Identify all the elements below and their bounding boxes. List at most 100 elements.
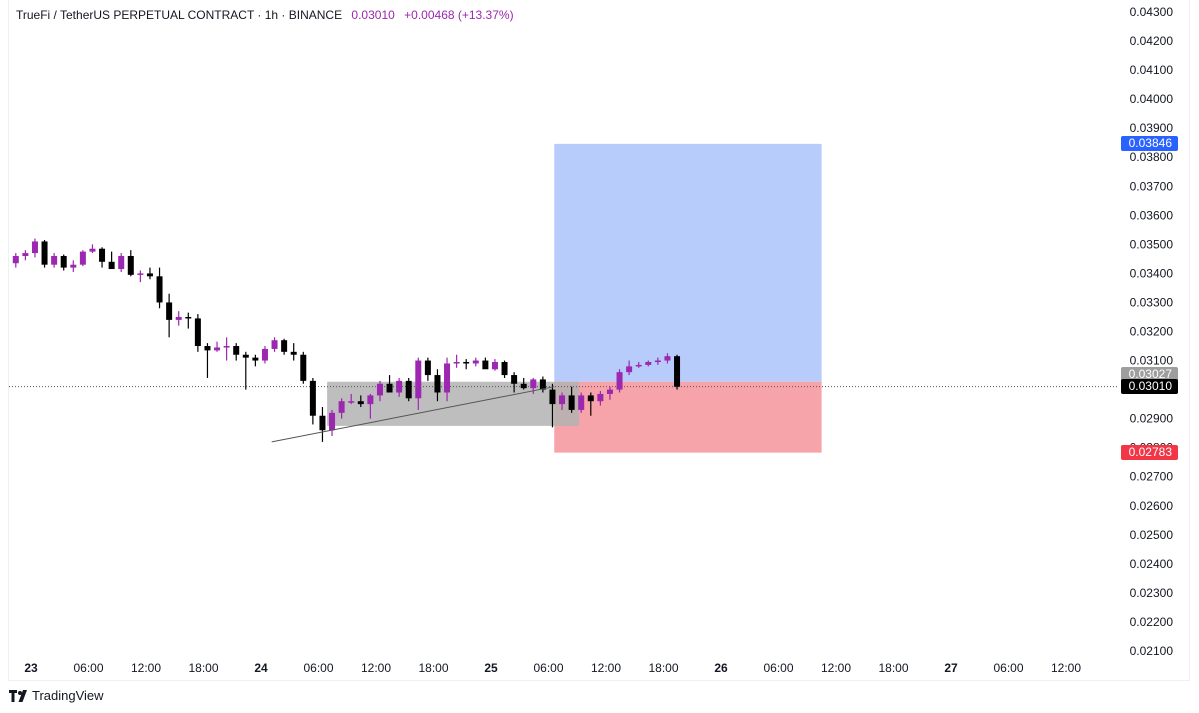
candle-body: [127, 255, 134, 275]
candle-body: [223, 346, 230, 348]
candle-body: [166, 302, 173, 320]
candle-body: [434, 375, 441, 393]
x-tick-label: 25: [484, 661, 498, 675]
candle-body: [242, 354, 249, 358]
candle-body: [530, 379, 537, 389]
x-tick-label: 27: [944, 661, 958, 675]
trendline: [271, 386, 555, 443]
y-tick-label: 0.04000: [1130, 92, 1174, 106]
candle-body: [214, 347, 221, 351]
candle-body: [367, 395, 374, 405]
candle-body: [511, 375, 518, 384]
y-tick-label: 0.02900: [1130, 412, 1174, 426]
x-tick-label: 06:00: [73, 661, 103, 675]
y-tick-label: 0.02200: [1130, 615, 1174, 629]
candle-body: [22, 253, 29, 256]
candle-body: [338, 401, 345, 413]
candle-body: [539, 379, 546, 390]
candle-body: [501, 361, 508, 376]
footer[interactable]: TradingView: [9, 688, 104, 703]
x-tick-label: 12:00: [361, 661, 391, 675]
candle-body: [329, 412, 336, 431]
candle-body: [204, 346, 211, 351]
tradingview-logo-icon: [9, 689, 27, 702]
y-tick-label: 0.03300: [1130, 295, 1174, 309]
candle-body: [175, 316, 182, 320]
x-tick-label: 24: [254, 661, 268, 675]
candle-body: [281, 340, 288, 352]
y-tick-label: 0.04200: [1130, 34, 1174, 48]
candle-body: [559, 395, 566, 405]
last-price: 0.03010: [351, 8, 395, 22]
x-tick-label: 18:00: [188, 661, 218, 675]
candle-body: [482, 360, 489, 370]
candle-body: [31, 241, 38, 254]
candle-body: [261, 348, 268, 361]
candle-body: [491, 361, 498, 370]
candle-body: [616, 372, 623, 390]
chart-frame: [8, 0, 1190, 681]
candle-body: [348, 401, 355, 403]
x-tick-label: 12:00: [1051, 661, 1081, 675]
y-tick-label: 0.04100: [1130, 63, 1174, 77]
x-tick-label: 18:00: [418, 661, 448, 675]
symbol-title: TrueFi / TetherUS PERPETUAL CONTRACT · 1…: [16, 8, 343, 22]
candle-body: [463, 361, 470, 364]
candle-body: [271, 340, 278, 349]
candle-body: [376, 383, 383, 396]
candle-body: [146, 273, 153, 277]
candle-body: [108, 261, 115, 270]
y-tick-label: 0.03800: [1130, 150, 1174, 164]
brand-name: TradingView: [32, 688, 104, 703]
y-tick-label: 0.04300: [1130, 5, 1174, 19]
candle-body: [70, 264, 77, 268]
candle-body: [99, 248, 106, 262]
candle-body: [396, 380, 403, 393]
stop-zone: [554, 381, 822, 453]
candle-body: [664, 356, 671, 361]
candle-body: [233, 346, 240, 355]
target-price-tag: 0.03846: [1121, 136, 1178, 152]
x-tick-label: 06:00: [993, 661, 1023, 675]
candle-body: [357, 401, 364, 405]
y-tick-label: 0.02700: [1130, 470, 1174, 484]
candle-body: [300, 354, 307, 381]
y-tick-label: 0.03200: [1130, 325, 1174, 339]
candle-body: [520, 383, 527, 389]
x-tick-label: 12:00: [821, 661, 851, 675]
stop-price-tag: 0.02783: [1121, 445, 1178, 461]
price-change: +0.00468 (+13.37%): [404, 8, 514, 22]
candle-body: [41, 241, 48, 265]
y-tick-label: 0.03400: [1130, 266, 1174, 280]
candle-body: [12, 255, 19, 264]
candle-body: [578, 395, 585, 410]
y-tick-label: 0.02600: [1130, 499, 1174, 513]
candle-body: [674, 356, 681, 387]
candle-body: [626, 366, 633, 373]
candle-body: [549, 389, 556, 405]
candle-body: [252, 357, 259, 361]
y-tick-label: 0.03700: [1130, 179, 1174, 193]
candle-body: [635, 364, 642, 367]
candle-body: [606, 389, 613, 394]
candle-body: [424, 360, 431, 376]
candle-body: [405, 380, 412, 399]
candle-body: [89, 248, 96, 252]
y-tick-label: 0.02100: [1130, 644, 1174, 658]
candle-body: [185, 316, 192, 319]
candle-body: [597, 393, 604, 402]
candle-body: [194, 318, 201, 347]
x-tick-label: 06:00: [533, 661, 563, 675]
candle-body: [386, 383, 393, 393]
y-tick-label: 0.02400: [1130, 557, 1174, 571]
candle-body: [587, 395, 594, 402]
candle-body: [79, 251, 86, 265]
y-tick-label: 0.02300: [1130, 586, 1174, 600]
candle-body: [156, 276, 163, 303]
y-tick-label: 0.03100: [1130, 354, 1174, 368]
candle-body: [309, 380, 316, 416]
x-tick-label: 18:00: [648, 661, 678, 675]
candle-body: [60, 255, 67, 268]
candle-body: [472, 360, 479, 364]
